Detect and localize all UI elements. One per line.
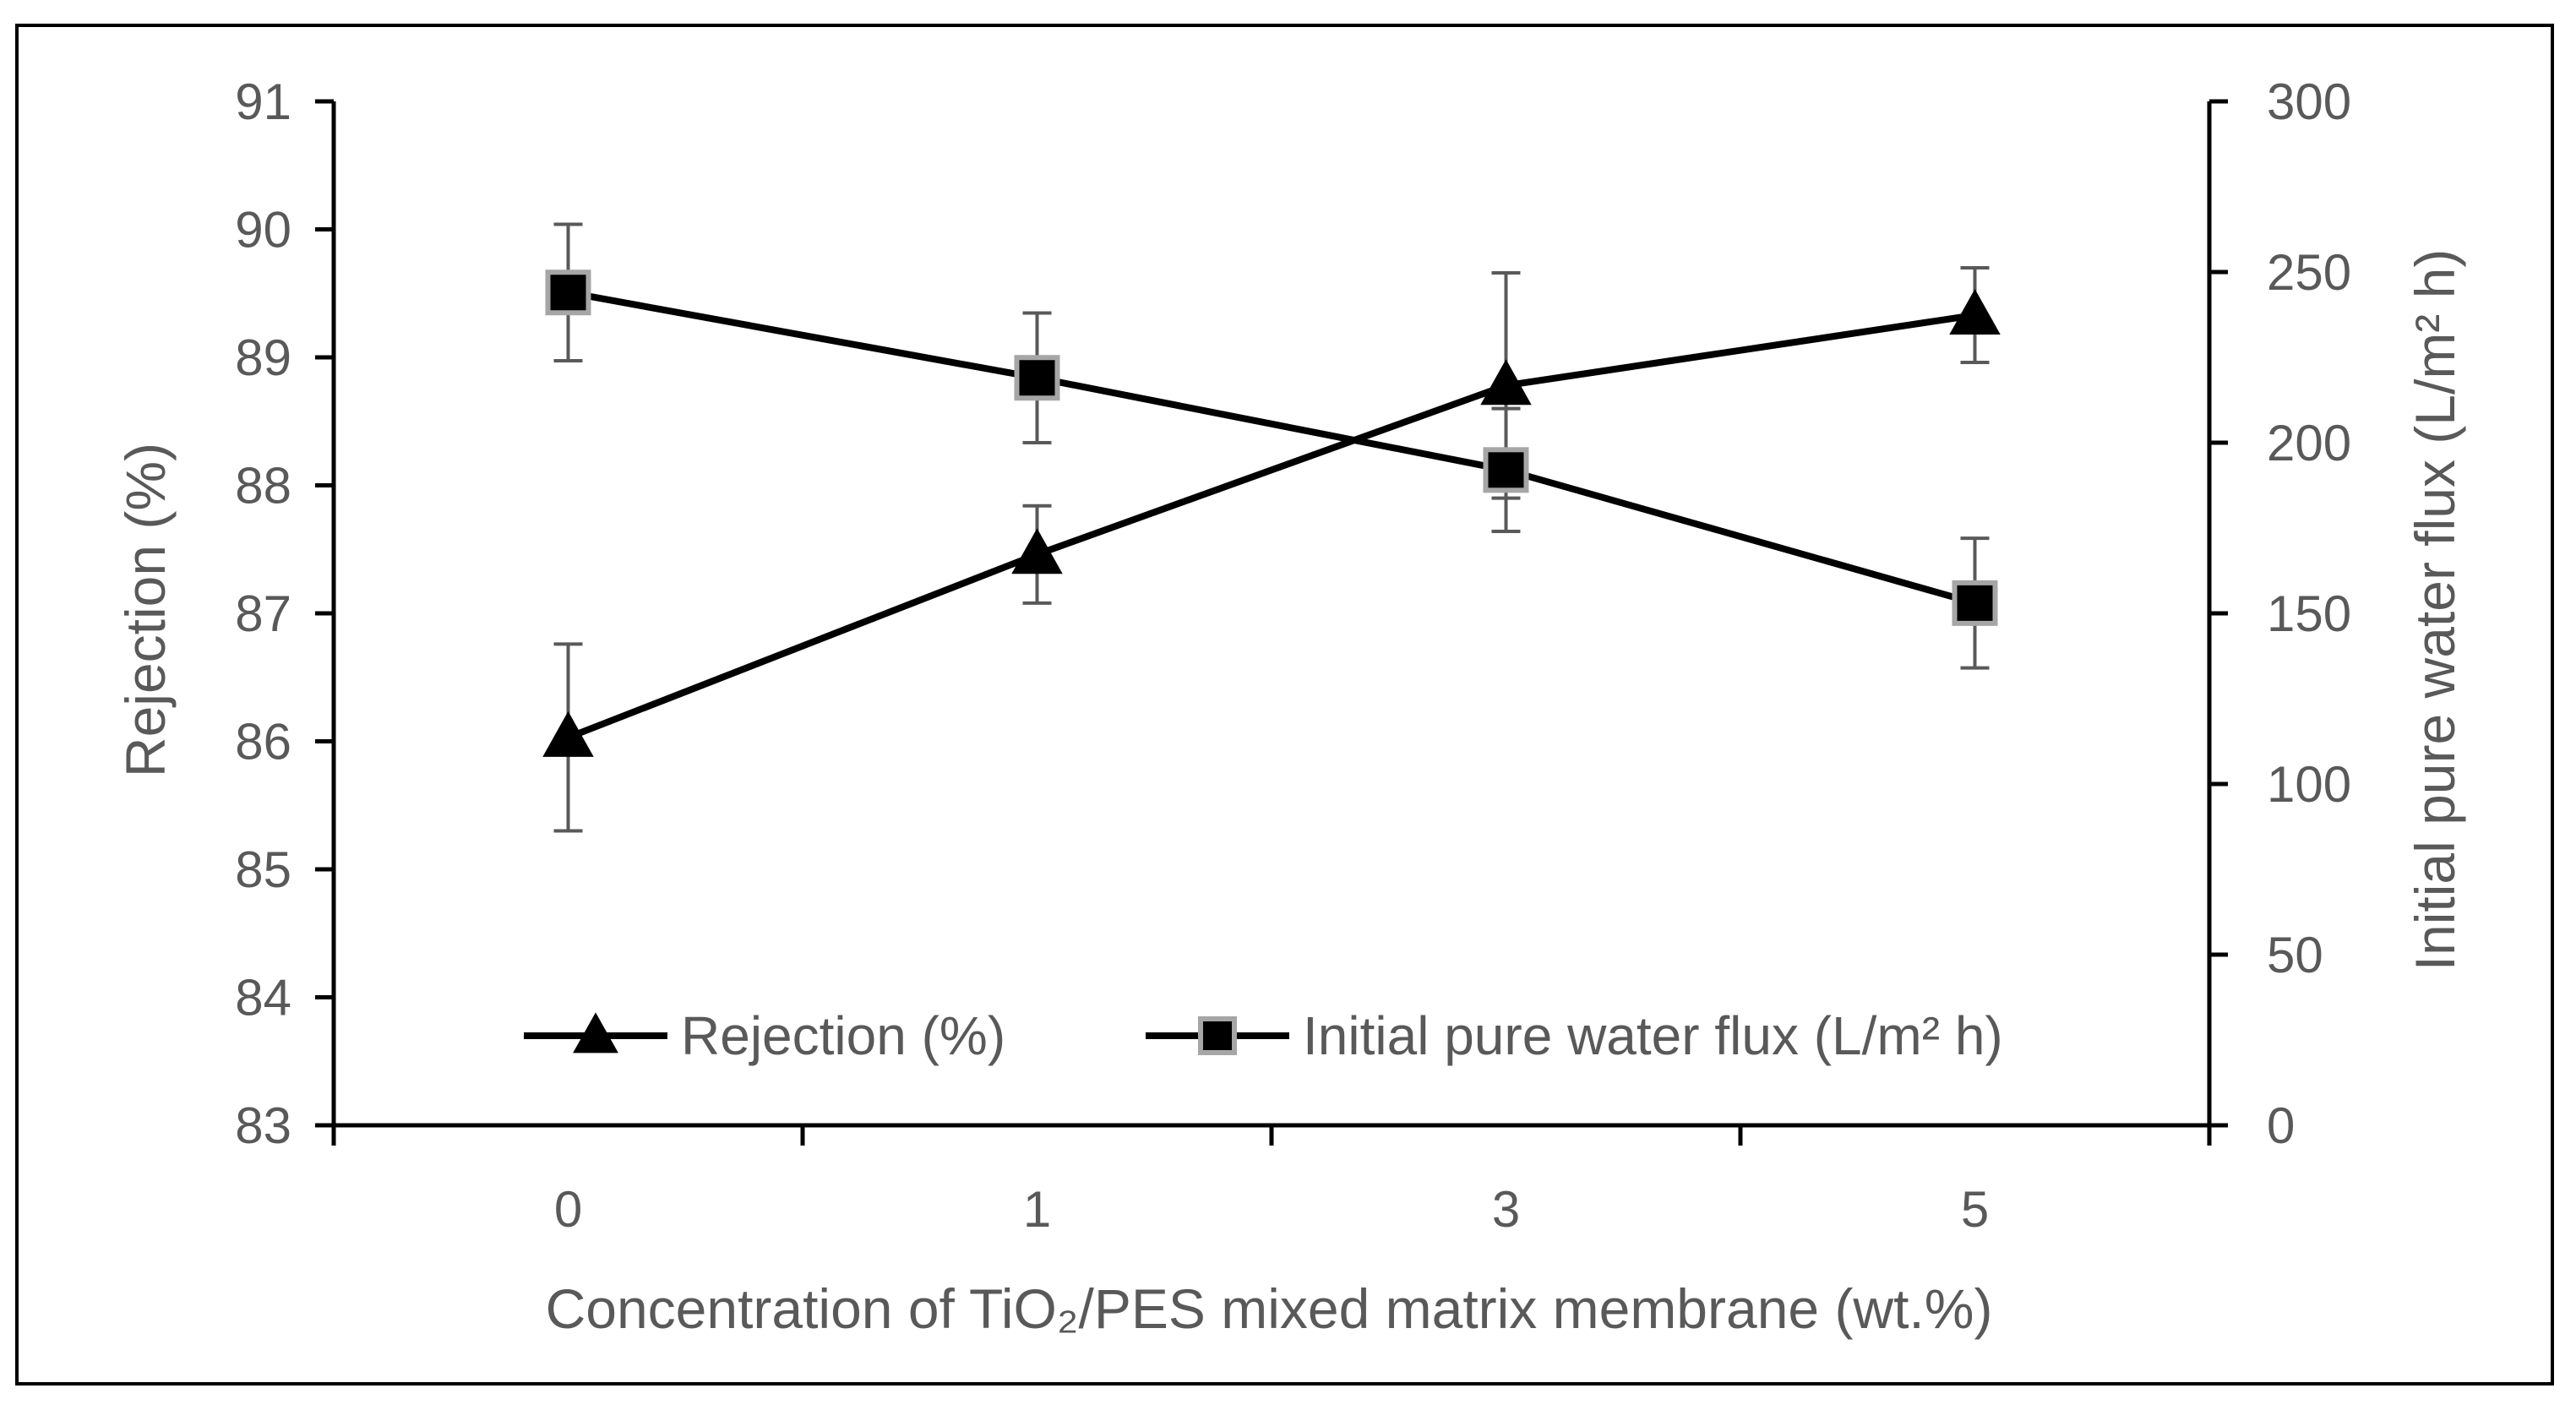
x-axis-title: Concentration of TiO₂/PES mixed matrix m… xyxy=(546,1277,1993,1340)
series-line xyxy=(567,312,1976,741)
legend-marker-triangle xyxy=(573,1012,618,1053)
data-point-triangle xyxy=(1011,528,1063,574)
y-left-tick-label: 90 xyxy=(235,202,291,259)
series-initial-pure-water-flux-l-m-h xyxy=(545,222,1998,670)
y-right-tick-label: 150 xyxy=(2267,585,2351,642)
y-axis-title-right: Initial pure water flux (L/m² h) xyxy=(2404,249,2466,972)
y-left-tick-label: 84 xyxy=(235,970,291,1026)
y-left-tick-label: 86 xyxy=(235,714,291,770)
data-point-square xyxy=(545,269,591,316)
x-tick-label: 5 xyxy=(1961,1181,1989,1238)
data-point-square xyxy=(1014,355,1060,401)
data-point-triangle xyxy=(1480,359,1532,406)
y-right-tick-label: 100 xyxy=(2267,756,2351,813)
y-left-tick-label: 91 xyxy=(235,73,291,130)
legend-label: Initial pure water flux (L/m² h) xyxy=(1303,1005,2003,1066)
data-point-triangle xyxy=(1949,288,2001,335)
data-point-triangle xyxy=(542,710,594,757)
y-left-tick-label: 88 xyxy=(235,458,291,514)
y-right-tick-label: 200 xyxy=(2267,415,2351,471)
data-point-square xyxy=(1952,580,1998,626)
data-point-square xyxy=(1483,447,1529,493)
y-left-tick-label: 85 xyxy=(235,841,291,898)
series-rejection xyxy=(542,265,2001,833)
legend-label: Rejection (%) xyxy=(681,1005,1005,1066)
series-line xyxy=(567,289,1976,607)
ticks: 83 84 85 86 87 88 89 90 91 0 50 100 150 200 250 300 0 1 3 5 xyxy=(235,73,2351,1238)
series-layer xyxy=(542,222,2001,833)
x-tick-label: 1 xyxy=(1023,1181,1051,1238)
y-right-tick-label: 300 xyxy=(2267,73,2351,130)
axes xyxy=(331,101,2212,1128)
legend-marker-square xyxy=(1198,1016,1237,1055)
legend: Rejection (%) Initial pure water flux (L/… xyxy=(524,1005,2003,1066)
y-right-tick-label: 50 xyxy=(2267,927,2323,983)
x-tick-label: 3 xyxy=(1492,1181,1520,1238)
y-left-tick-label: 83 xyxy=(235,1097,291,1154)
x-tick-label: 0 xyxy=(554,1181,582,1238)
y-left-tick-label: 89 xyxy=(235,329,291,386)
y-right-tick-label: 0 xyxy=(2267,1097,2295,1154)
y-left-tick-label: 87 xyxy=(235,585,291,642)
y-axis-title-left: Rejection (%) xyxy=(114,443,177,777)
y-right-tick-label: 250 xyxy=(2267,244,2351,301)
chart-frame xyxy=(15,24,2554,1386)
